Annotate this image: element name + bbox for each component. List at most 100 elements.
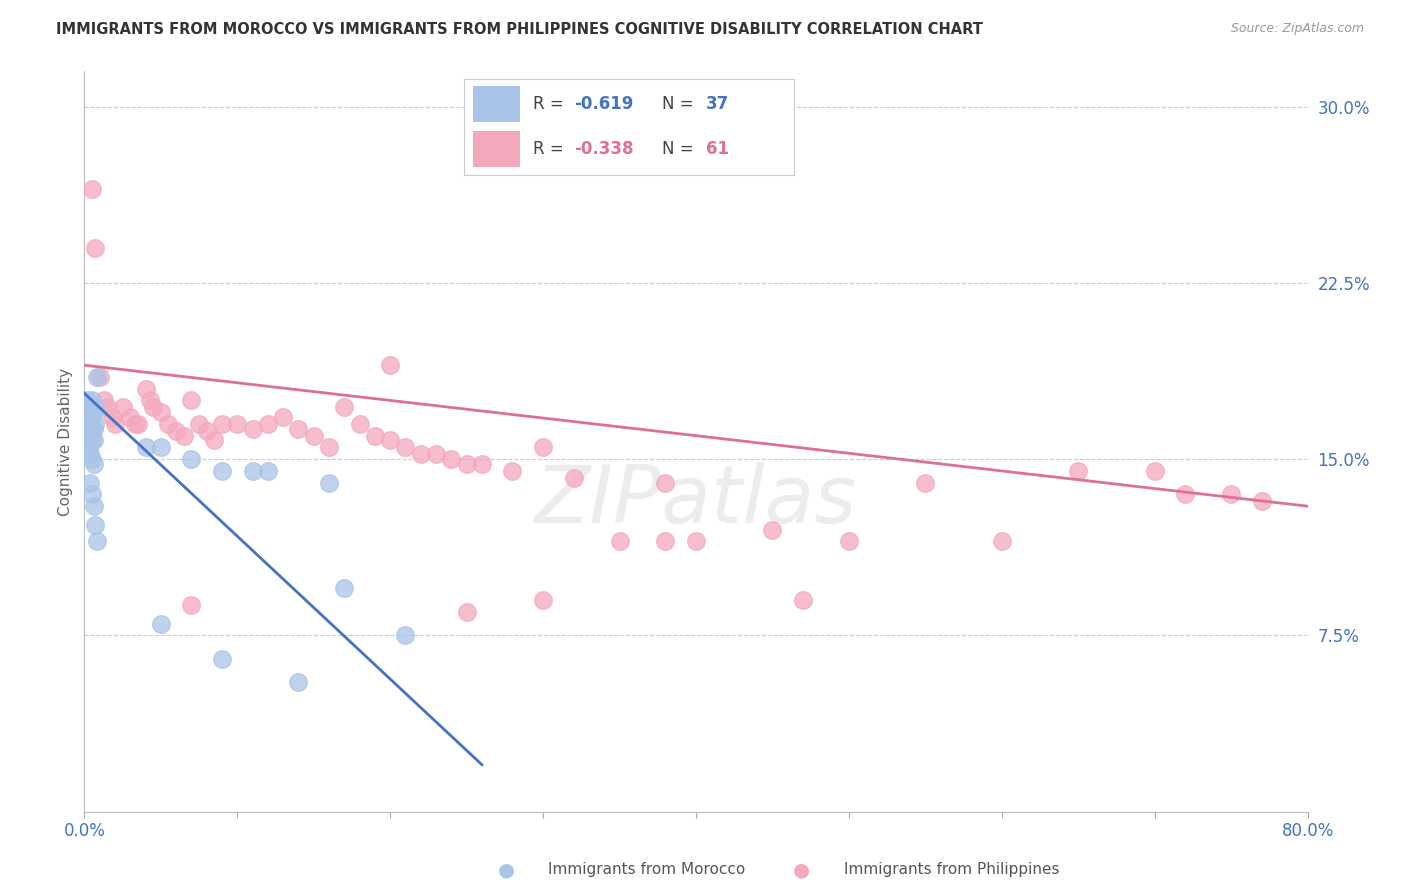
Text: ZIPatlas: ZIPatlas xyxy=(534,462,858,540)
Point xyxy=(792,593,814,607)
Point xyxy=(271,409,294,424)
Point xyxy=(502,464,524,478)
Text: IMMIGRANTS FROM MOROCCO VS IMMIGRANTS FROM PHILIPPINES COGNITIVE DISABILITY CORR: IMMIGRANTS FROM MOROCCO VS IMMIGRANTS FR… xyxy=(56,22,983,37)
Point xyxy=(425,447,447,461)
Point xyxy=(302,428,325,442)
Point xyxy=(333,401,356,415)
Point xyxy=(180,452,202,467)
Point xyxy=(79,475,101,490)
Point xyxy=(83,434,105,448)
Text: Source: ZipAtlas.com: Source: ZipAtlas.com xyxy=(1230,22,1364,36)
Point xyxy=(180,393,202,408)
Point xyxy=(80,393,103,408)
Point xyxy=(83,422,105,436)
Point xyxy=(80,434,103,448)
Point xyxy=(685,534,707,549)
Point xyxy=(76,393,98,408)
Point xyxy=(80,424,103,438)
Point xyxy=(84,518,107,533)
Point xyxy=(1250,494,1272,508)
Point xyxy=(838,534,860,549)
Point xyxy=(1067,464,1090,478)
Point xyxy=(101,409,124,424)
Point xyxy=(83,405,105,419)
Point xyxy=(139,393,162,408)
Point xyxy=(318,441,340,455)
Point xyxy=(124,417,146,431)
Point xyxy=(471,457,494,471)
Point xyxy=(562,471,585,485)
Point xyxy=(364,428,387,442)
Point xyxy=(242,464,264,478)
Point xyxy=(394,441,416,455)
Point xyxy=(104,417,127,431)
Point xyxy=(84,401,107,415)
Point xyxy=(211,417,233,431)
Point xyxy=(380,358,402,372)
Point xyxy=(531,441,554,455)
Text: Immigrants from Morocco: Immigrants from Morocco xyxy=(548,863,745,877)
Point xyxy=(991,534,1014,549)
Point xyxy=(86,370,108,384)
Point xyxy=(79,417,101,431)
Point xyxy=(409,447,432,461)
Point xyxy=(202,434,225,448)
Point xyxy=(79,447,101,461)
Point xyxy=(127,417,149,431)
Point xyxy=(77,441,100,455)
Point xyxy=(456,457,478,471)
Point xyxy=(654,475,676,490)
Point xyxy=(380,434,402,448)
Point xyxy=(79,401,101,415)
Point xyxy=(914,475,936,490)
Point xyxy=(80,487,103,501)
Point xyxy=(77,409,100,424)
Point xyxy=(440,452,463,467)
Point xyxy=(77,422,100,436)
Point xyxy=(195,424,218,438)
Point xyxy=(1143,464,1166,478)
Point xyxy=(80,409,103,424)
Point xyxy=(80,452,103,467)
Point xyxy=(257,417,280,431)
Point xyxy=(609,534,631,549)
Y-axis label: Cognitive Disability: Cognitive Disability xyxy=(58,368,73,516)
Point xyxy=(157,417,180,431)
Point xyxy=(242,422,264,436)
Point xyxy=(211,464,233,478)
Point xyxy=(456,605,478,619)
Point xyxy=(149,616,172,631)
Point xyxy=(83,457,105,471)
Point xyxy=(257,464,280,478)
Point xyxy=(1174,487,1197,501)
Point xyxy=(135,382,157,396)
Point xyxy=(142,401,165,415)
Point xyxy=(226,417,249,431)
Point xyxy=(111,401,134,415)
Point xyxy=(394,628,416,642)
Point xyxy=(80,182,103,196)
Point xyxy=(93,393,115,408)
Text: ●: ● xyxy=(793,860,810,880)
Point xyxy=(84,417,107,431)
Point xyxy=(349,417,371,431)
Point xyxy=(180,598,202,612)
Point xyxy=(1220,487,1243,501)
Point xyxy=(531,593,554,607)
Point xyxy=(188,417,211,431)
Text: ●: ● xyxy=(498,860,515,880)
Point xyxy=(79,428,101,442)
Point xyxy=(173,428,195,442)
Point xyxy=(149,441,172,455)
Point xyxy=(287,675,309,690)
Point xyxy=(89,370,111,384)
Point xyxy=(120,409,142,424)
Point xyxy=(86,534,108,549)
Point xyxy=(149,405,172,419)
Point xyxy=(84,241,107,255)
Text: Immigrants from Philippines: Immigrants from Philippines xyxy=(844,863,1059,877)
Point xyxy=(165,424,187,438)
Point xyxy=(333,582,356,596)
Point xyxy=(83,499,105,513)
Point xyxy=(761,523,783,537)
